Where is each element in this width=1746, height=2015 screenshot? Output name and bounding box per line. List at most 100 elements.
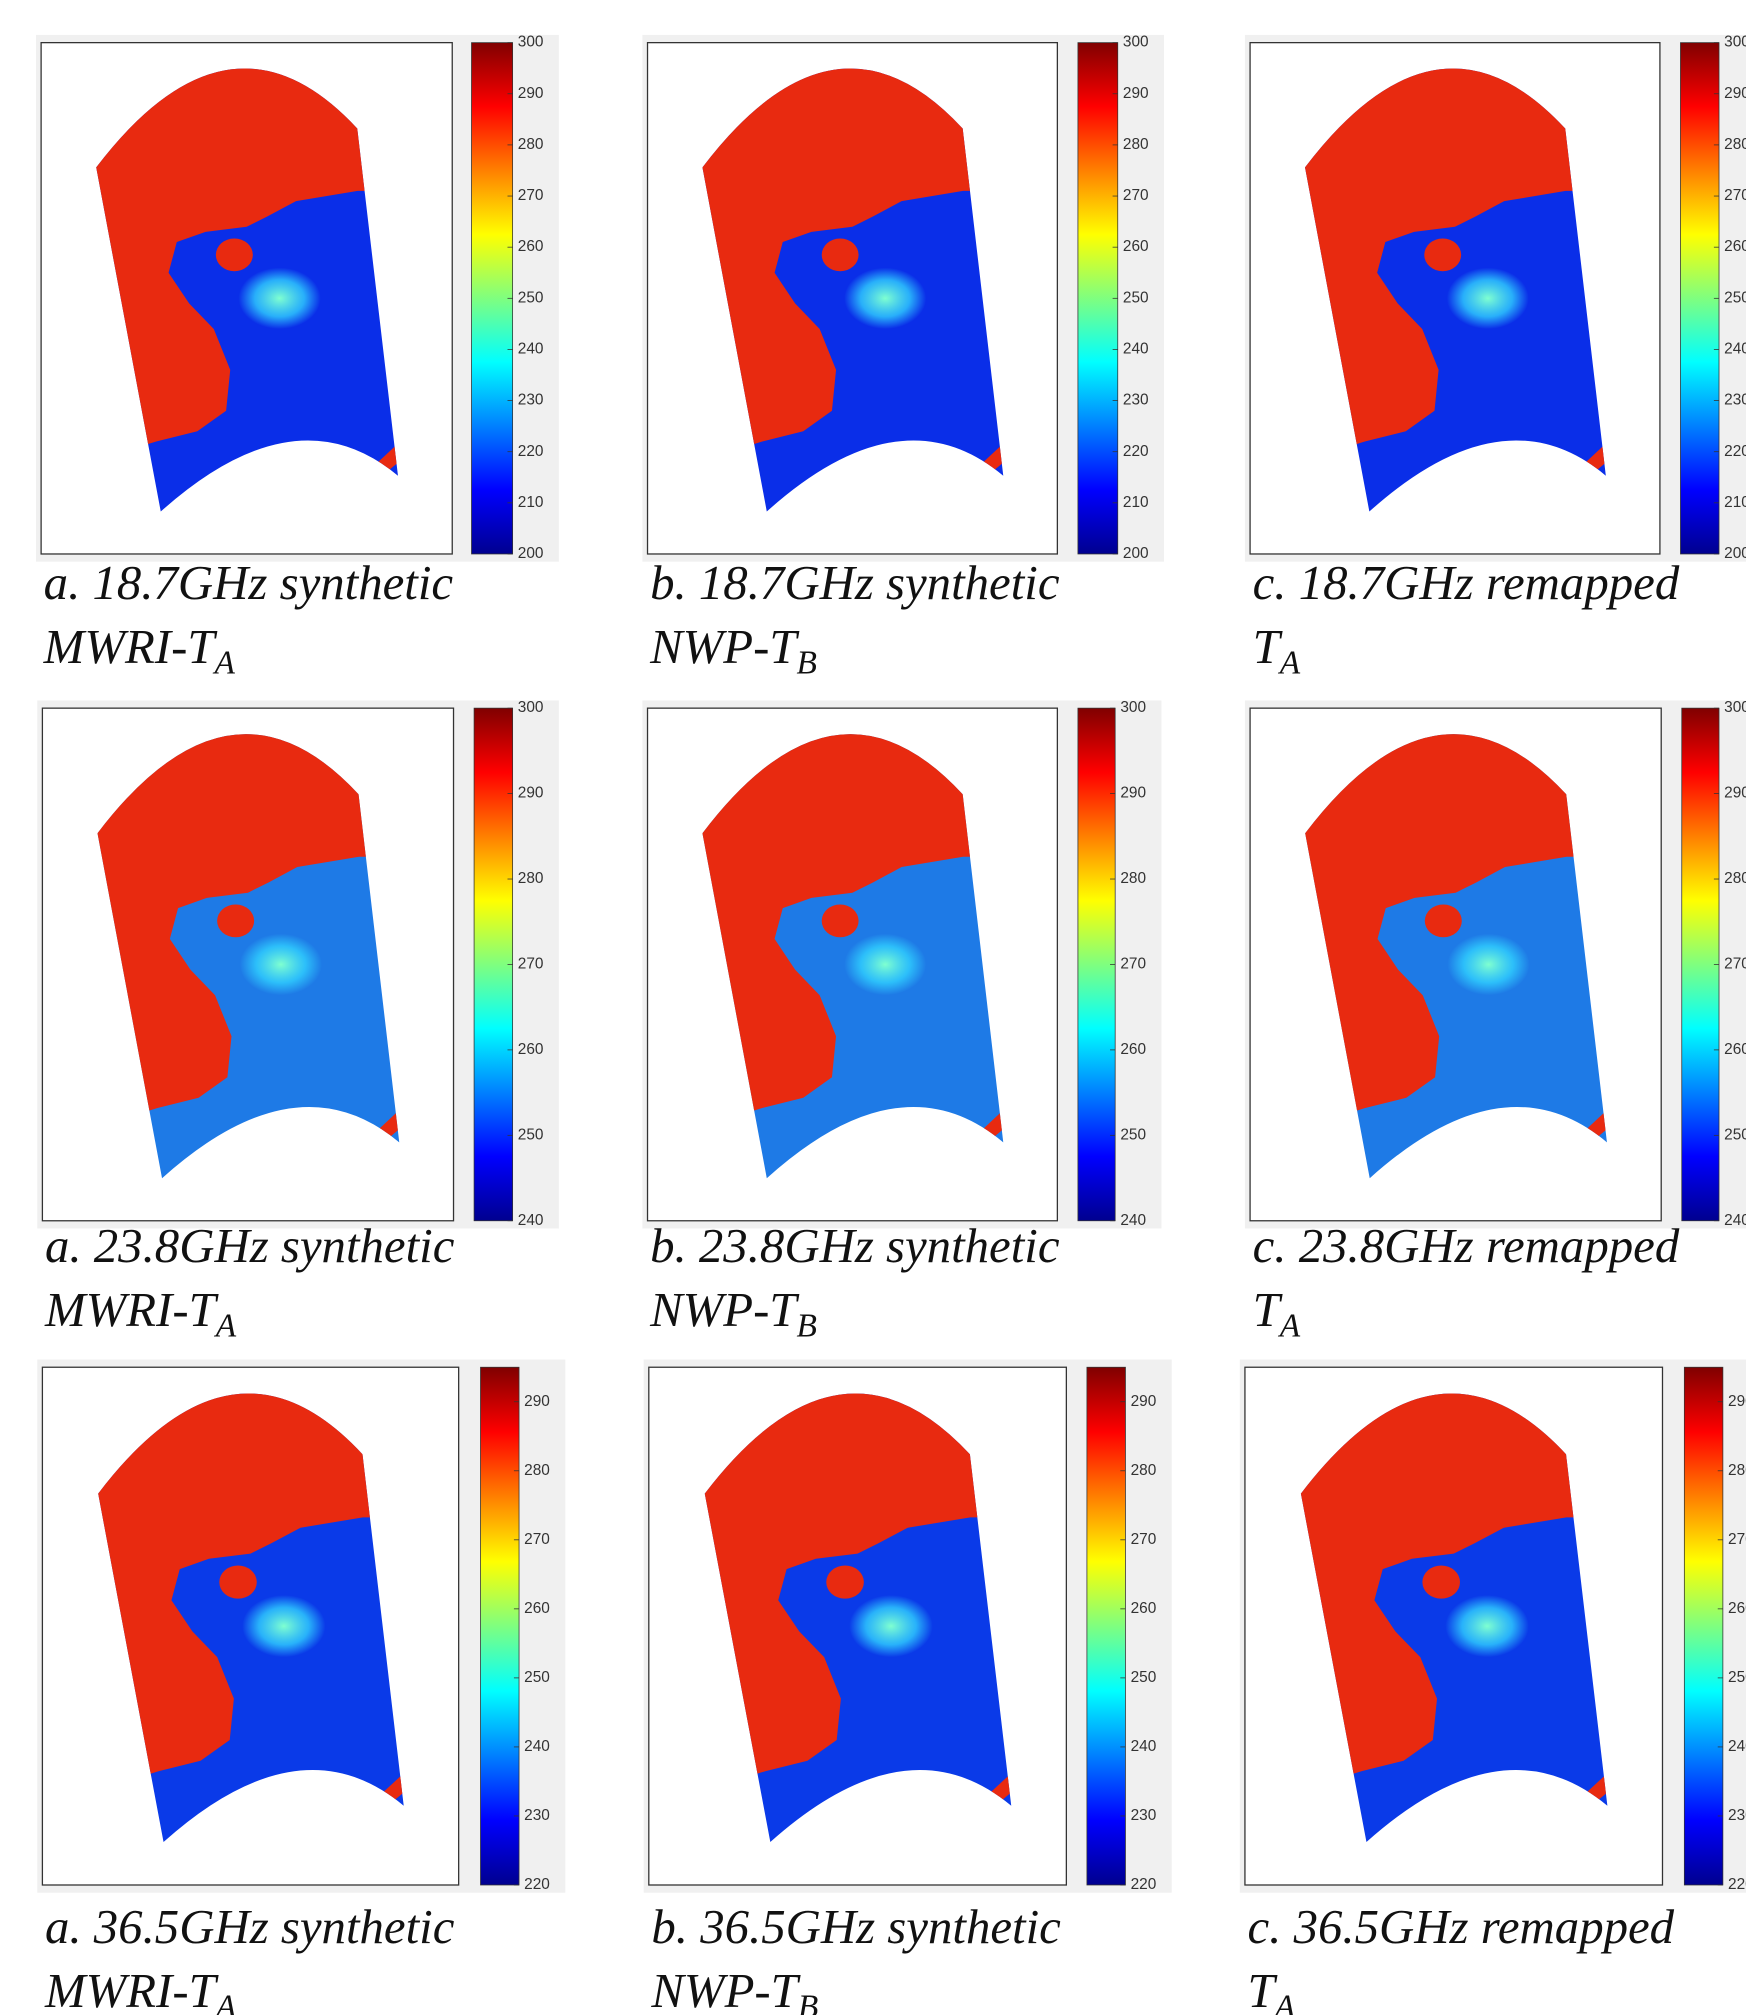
colorbar bbox=[471, 42, 514, 555]
land bbox=[98, 1393, 404, 1792]
colorbar bbox=[1683, 1366, 1724, 1886]
caption-line2: TA bbox=[1253, 1282, 1301, 1344]
colorbar-tick-label: 250 bbox=[1123, 289, 1149, 306]
colorbar-tick-label: 230 bbox=[524, 1807, 550, 1824]
colorbar-tick-label: 280 bbox=[518, 870, 544, 887]
colorbar-tick-label: 240 bbox=[1123, 341, 1149, 358]
colorbar-tick-label: 220 bbox=[1131, 1876, 1157, 1893]
swath bbox=[96, 68, 398, 512]
land-edge bbox=[1587, 1760, 1608, 1803]
colorbar-tick-label: 280 bbox=[1120, 870, 1146, 887]
colorbar-tick-label: 280 bbox=[518, 136, 544, 153]
colorbar bbox=[473, 707, 514, 1222]
colorbar-tick-label: 240 bbox=[1724, 1212, 1746, 1229]
caption-text: T bbox=[1253, 1282, 1284, 1337]
caption-text: NWP-T bbox=[649, 619, 800, 674]
caption-subscript: A bbox=[1278, 644, 1301, 681]
caption-text: T bbox=[1248, 1963, 1279, 2015]
colorbar bbox=[1077, 42, 1119, 555]
colorbar-tick-label: 260 bbox=[1728, 1600, 1746, 1617]
colorbar-tick-label: 290 bbox=[518, 85, 544, 102]
land bbox=[704, 1393, 1012, 1792]
colorbar-tick-label: 300 bbox=[1120, 699, 1146, 716]
caption-line2: MWRI-TA bbox=[44, 1963, 237, 2015]
colorbar-tick-label: 280 bbox=[1131, 1462, 1157, 1479]
colorbar bbox=[1680, 42, 1720, 555]
colorbar-tick-label: 290 bbox=[524, 1393, 550, 1410]
island bbox=[826, 1565, 864, 1599]
colorbar-tick-label: 240 bbox=[1728, 1738, 1746, 1755]
colorbar-tick-label: 250 bbox=[1131, 1669, 1157, 1686]
land bbox=[702, 734, 1004, 1129]
panel: 240 250 260 270 280 290 300 a. 23.8GHz syntheti… bbox=[37, 699, 559, 1344]
colorbar-tick-label: 280 bbox=[1724, 136, 1746, 153]
caption-text: T bbox=[1253, 619, 1284, 674]
caption-subscript: B bbox=[797, 1307, 817, 1344]
storm bbox=[1446, 267, 1529, 329]
storm bbox=[239, 933, 322, 996]
colorbar-tick-label: 300 bbox=[518, 699, 544, 716]
colorbar-tick-label: 260 bbox=[524, 1600, 550, 1617]
caption: a. 23.8GHz synthetic bbox=[45, 1218, 455, 1273]
colorbar-tick-label: 230 bbox=[1724, 392, 1746, 409]
colorbar-tick-label: 290 bbox=[1131, 1393, 1157, 1410]
colorbar-tick-label: 280 bbox=[524, 1462, 550, 1479]
storm bbox=[844, 933, 927, 996]
colorbar bbox=[1077, 707, 1116, 1222]
panel: 200 210 220 230 240 250 260 270 280 290 300 c. 18.7… bbox=[1244, 34, 1746, 681]
caption-subscript: B bbox=[798, 1988, 818, 2015]
land-edge bbox=[379, 1097, 400, 1139]
caption: b. 23.8GHz synthetic bbox=[650, 1218, 1060, 1273]
caption-line2: TA bbox=[1253, 619, 1301, 681]
colorbar-tick-label: 270 bbox=[524, 1531, 550, 1548]
colorbar-tick-label: 260 bbox=[518, 238, 544, 255]
colorbar-tick-label: 300 bbox=[1724, 34, 1746, 51]
land bbox=[1305, 734, 1607, 1129]
colorbar-tick-label: 280 bbox=[1123, 136, 1149, 153]
colorbar-tick-label: 250 bbox=[1724, 289, 1746, 306]
colorbar-tick-label: 210 bbox=[1724, 494, 1746, 511]
land bbox=[96, 68, 398, 462]
swath bbox=[97, 734, 400, 1179]
caption-line2: NWP-TB bbox=[649, 619, 817, 681]
colorbar-tick-label: 270 bbox=[1728, 1531, 1746, 1548]
colorbar-tick-label: 240 bbox=[524, 1738, 550, 1755]
panel: 240 250 260 270 280 290 300 c. 23.8GHz remapped… bbox=[1244, 699, 1746, 1344]
land-edge bbox=[1587, 1097, 1607, 1139]
colorbar-tick-label: 260 bbox=[1123, 238, 1149, 255]
colorbar-tick-label: 240 bbox=[1120, 1212, 1146, 1229]
island bbox=[215, 238, 253, 272]
colorbar-tick-label: 200 bbox=[1724, 545, 1746, 562]
colorbar-tick-label: 240 bbox=[1131, 1738, 1157, 1755]
caption-text: MWRI-T bbox=[44, 1282, 220, 1337]
colorbar-tick-label: 250 bbox=[1724, 1126, 1746, 1143]
colorbar-tick-label: 230 bbox=[1123, 392, 1149, 409]
colorbar-tick-label: 200 bbox=[1123, 545, 1149, 562]
land bbox=[1300, 1393, 1608, 1792]
caption-subscript: B bbox=[797, 644, 817, 681]
caption: c. 36.5GHz remapped bbox=[1248, 1899, 1675, 1954]
colorbar-tick-label: 250 bbox=[518, 289, 544, 306]
land bbox=[97, 734, 400, 1129]
island bbox=[219, 1565, 257, 1599]
island bbox=[1424, 238, 1462, 272]
colorbar-tick-label: 210 bbox=[1123, 494, 1149, 511]
colorbar-tick-label: 220 bbox=[1724, 443, 1746, 460]
colorbar-tick-label: 260 bbox=[1131, 1600, 1157, 1617]
colorbar-tick-label: 220 bbox=[1728, 1876, 1746, 1893]
land-edge bbox=[991, 1760, 1012, 1803]
colorbar-tick-label: 260 bbox=[1120, 1041, 1146, 1058]
colorbar-tick-label: 280 bbox=[1724, 870, 1746, 887]
island bbox=[821, 904, 859, 938]
island bbox=[821, 238, 859, 272]
colorbar bbox=[480, 1366, 520, 1886]
colorbar bbox=[1086, 1366, 1126, 1886]
colorbar-tick-label: 290 bbox=[1123, 85, 1149, 102]
panel: 220 230 240 250 260 270 280 290 a. 36.5GHz synth… bbox=[37, 1359, 566, 2015]
caption-subscript: A bbox=[214, 1307, 237, 1344]
colorbar-tick-label: 220 bbox=[518, 443, 544, 460]
map bbox=[97, 734, 400, 1179]
land-edge bbox=[378, 431, 398, 473]
caption: a. 36.5GHz synthetic bbox=[45, 1899, 455, 1954]
